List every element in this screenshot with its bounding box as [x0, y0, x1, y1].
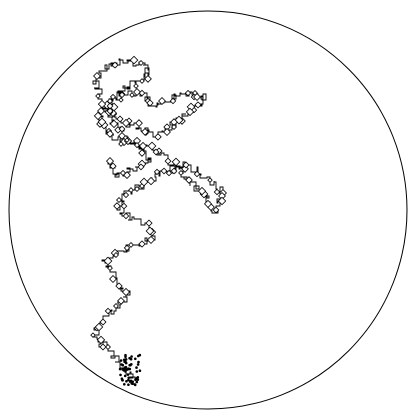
walk-dense-dot: [127, 373, 130, 376]
walk-dense-dot: [128, 357, 131, 360]
walk-dense-dot: [123, 383, 126, 386]
walk-dense-dot: [119, 368, 122, 371]
walk-dense-dot: [136, 381, 139, 384]
walk-dense-dot: [137, 361, 140, 364]
walk-dense-dot: [130, 355, 133, 358]
walk-dense-dot: [131, 382, 134, 385]
walk-dense-dot: [127, 379, 130, 382]
walk-dense-dot: [121, 377, 124, 380]
walk-dense-dot: [135, 366, 138, 369]
walk-dense-dot: [139, 369, 142, 372]
walk-dense-dot: [119, 374, 122, 377]
walk-dense-dot: [129, 364, 132, 367]
walk-dense-dot: [136, 370, 139, 373]
walk-dense-dot: [122, 364, 125, 367]
walk-dense-dot: [127, 367, 130, 370]
walk-dense-dot: [134, 358, 137, 361]
walk-dense-dot: [137, 378, 140, 381]
walk-dense-dot: [122, 368, 125, 371]
walk-dense-dot: [134, 383, 137, 386]
walk-dense-dot: [137, 363, 140, 366]
walk-dense-dot: [137, 355, 140, 358]
walk-dense-dot: [120, 359, 123, 362]
walk-dense-dot: [127, 377, 130, 380]
walk-dense-dot: [124, 354, 127, 357]
walk-dense-dot: [137, 376, 140, 379]
walk-dense-dot: [123, 361, 126, 364]
walk-dense-dot: [124, 375, 127, 378]
walk-dense-dot: [127, 383, 130, 386]
